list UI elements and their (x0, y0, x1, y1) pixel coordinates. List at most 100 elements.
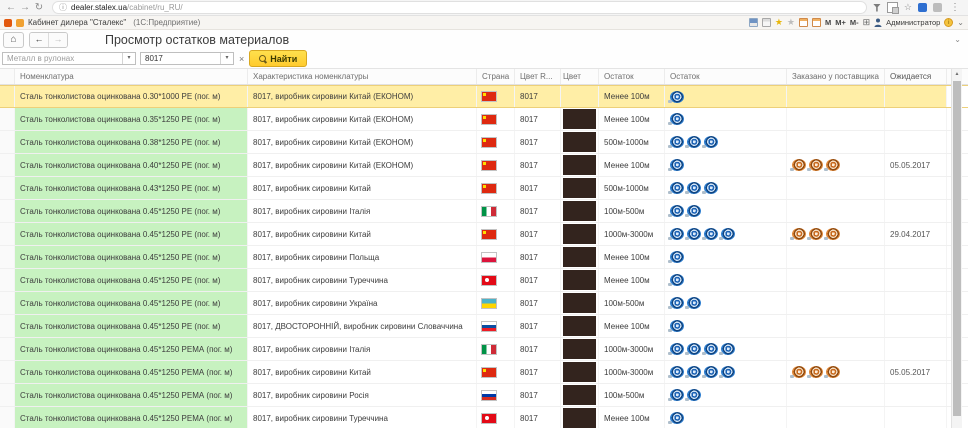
turkey-flag-icon (482, 275, 496, 285)
characteristic-cell: 8017, виробник сировини Китай (ЕКОНОМ) (248, 131, 477, 153)
material-dropdown-icon[interactable]: ▾ (122, 53, 135, 64)
column-header[interactable]: Ожидается (885, 69, 947, 84)
color-dropdown-icon[interactable]: ▾ (220, 53, 233, 64)
back-icon[interactable]: ← (6, 1, 16, 13)
scroll-up-icon[interactable]: ▲ (954, 71, 960, 77)
coil-stock-icon (668, 320, 684, 332)
history-star-icon[interactable]: ★ (786, 17, 795, 27)
characteristic-cell: 8017, виробник сировини Китай (ЕКОНОМ) (248, 154, 477, 176)
column-header-empty[interactable] (0, 69, 15, 84)
table-row[interactable]: Сталь тонколистова оцинкована 0.45*1250 … (0, 269, 968, 292)
coil-stock-icon (702, 228, 718, 240)
scrollbar-thumb[interactable] (953, 81, 961, 416)
windows-icon[interactable]: ⊞ (862, 17, 871, 27)
expected-date-cell (885, 338, 947, 360)
country-cell (477, 246, 515, 268)
translate-icon[interactable] (886, 2, 899, 14)
column-header[interactable]: Цвет (561, 69, 599, 84)
color-swatch (563, 316, 596, 336)
filter-funnel-icon[interactable] (872, 3, 881, 12)
address-bar[interactable]: ⓘ dealer.stalex.ua/cabinet/ru_RU/ (52, 1, 867, 14)
row-marker (0, 269, 15, 291)
table-row[interactable]: Сталь тонколистова оцинкована 0.40*1250 … (0, 154, 968, 177)
table-row[interactable]: Сталь тонколистова оцинкована 0.45*1250 … (0, 407, 968, 428)
table-row[interactable]: Сталь тонколистова оцинкована 0.30*1000 … (0, 85, 968, 108)
find-button-label: Найти (270, 53, 298, 64)
table-row[interactable]: Сталь тонколистова оцинкована 0.45*1250 … (0, 315, 968, 338)
clear-filter-icon[interactable]: × (239, 53, 245, 64)
characteristic-cell: 8017, виробник сировини Польща (248, 246, 477, 268)
memory-mplus-button[interactable]: М+ (835, 18, 846, 27)
characteristic-cell: 8017, виробник сировини Росія (248, 384, 477, 406)
stock-range-cell: 1000м-3000м (599, 338, 665, 360)
table-row[interactable]: Сталь тонколистова оцинкована 0.45*1250 … (0, 338, 968, 361)
italy-flag-icon (482, 206, 496, 216)
info-icon[interactable]: i (944, 18, 954, 27)
nomenclature-cell: Сталь тонколистова оцинкована 0.45*1250 … (15, 407, 248, 428)
forward-icon[interactable]: → (20, 1, 30, 13)
table-row[interactable]: Сталь тонколистова оцинкована 0.45*1250 … (0, 384, 968, 407)
column-header[interactable]: Номенклатура (15, 69, 248, 84)
stock-coils-cell (665, 86, 787, 107)
calendar-icon[interactable] (798, 18, 808, 27)
ordered-coils-cell (787, 269, 885, 291)
coil-stock-icon (668, 205, 684, 217)
ral-cell: 8017 (515, 131, 561, 153)
table-row[interactable]: Сталь тонколистова оцинкована 0.45*1250 … (0, 292, 968, 315)
table-row[interactable]: Сталь тонколистова оцинкована 0.43*1250 … (0, 177, 968, 200)
nav-back-button[interactable]: ← (30, 32, 48, 47)
table-row[interactable]: Сталь тонколистова оцинкована 0.45*1250 … (0, 223, 968, 246)
coil-stock-icon (702, 366, 718, 378)
column-header[interactable]: Характеристика номенклатуры (248, 69, 477, 84)
expected-date-cell (885, 108, 947, 130)
page-info-icon[interactable]: ⓘ (59, 2, 67, 12)
column-header[interactable]: Остаток (665, 69, 787, 84)
save-icon[interactable] (748, 18, 758, 27)
nav-forward-button[interactable]: → (48, 32, 67, 47)
color-cell (561, 177, 599, 199)
color-filter-combo[interactable]: 8017 ▾ (140, 52, 234, 65)
expected-date-cell (885, 407, 947, 428)
column-header[interactable]: Страна (477, 69, 515, 84)
table-row[interactable]: Сталь тонколистова оцинкована 0.35*1250 … (0, 108, 968, 131)
user-name-label[interactable]: Администратор (886, 18, 941, 27)
material-filter-combo[interactable]: Металл в рулонах ▾ (2, 52, 136, 65)
country-cell (477, 131, 515, 153)
color-cell (561, 338, 599, 360)
bookmark-star-icon[interactable]: ☆ (903, 2, 912, 12)
column-header[interactable]: Цвет R... (515, 69, 561, 84)
color-cell (561, 86, 599, 107)
find-button[interactable]: Найти (249, 50, 308, 67)
calculator-icon[interactable] (811, 18, 821, 27)
nomenclature-cell: Сталь тонколистова оцинкована 0.45*1250 … (15, 269, 248, 291)
table-scrollbar[interactable]: ▲ (951, 69, 962, 428)
expected-date-cell: 29.04.2017 (885, 223, 947, 245)
ordered-coils-cell (787, 223, 885, 245)
table-row[interactable]: Сталь тонколистова оцинкована 0.45*1250 … (0, 200, 968, 223)
color-swatch (563, 178, 596, 198)
memory-mminus-button[interactable]: М- (849, 18, 859, 27)
ordered-coils-cell (787, 200, 885, 222)
extension-icon-grey[interactable] (933, 3, 942, 12)
table-row[interactable]: Сталь тонколистова оцинкована 0.45*1250 … (0, 246, 968, 269)
table-row[interactable]: Сталь тонколистова оцинкована 0.45*1250 … (0, 361, 968, 384)
expected-date-cell (885, 384, 947, 406)
stock-coils-cell (665, 361, 787, 383)
home-button[interactable]: ⌂ (3, 31, 24, 48)
table-row[interactable]: Сталь тонколистова оцинкована 0.38*1250 … (0, 131, 968, 154)
ral-cell: 8017 (515, 86, 561, 107)
memory-m-button[interactable]: М (824, 18, 832, 27)
stock-coils-cell (665, 108, 787, 130)
column-header[interactable]: Остаток (599, 69, 665, 84)
column-header[interactable]: Заказано у поставщика (787, 69, 885, 84)
chevron-down-icon[interactable]: ⌄ (957, 17, 964, 27)
print-icon[interactable] (761, 18, 771, 27)
extension-icon-blue[interactable] (918, 3, 927, 12)
browser-menu-icon[interactable]: ⋮ (950, 1, 960, 13)
form-chevron-down-icon[interactable]: ⌄ (954, 35, 961, 44)
coil-ordered-icon (824, 366, 840, 378)
ordered-coils-cell (787, 177, 885, 199)
coil-stock-icon (702, 182, 718, 194)
favorites-star-icon[interactable]: ★ (774, 17, 783, 27)
reload-icon[interactable]: ↻ (34, 1, 44, 13)
